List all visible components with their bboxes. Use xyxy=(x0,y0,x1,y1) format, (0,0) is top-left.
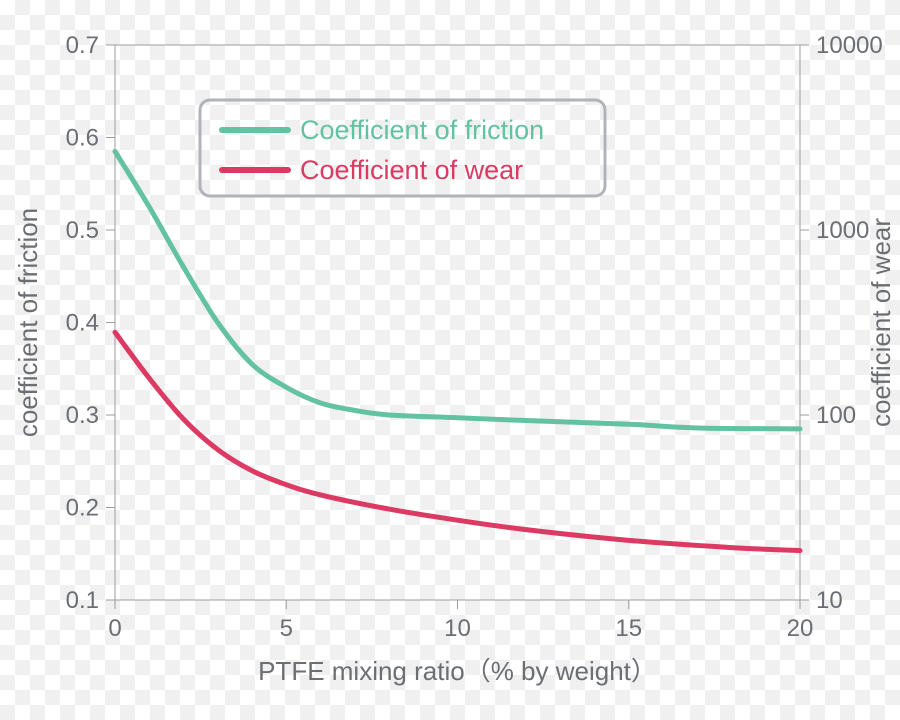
y-left-tick-label: 0.2 xyxy=(66,495,99,522)
chart-canvas: 0 5 10 15 20 PTFE mixing ratio（% by weight） 0.… xyxy=(0,0,900,720)
x-tick-label: 5 xyxy=(280,615,293,642)
x-tick-label: 15 xyxy=(615,615,642,642)
x-tick-label: 20 xyxy=(787,615,814,642)
y-left-tick-label: 0.5 xyxy=(66,217,99,244)
chart-svg: 0 5 10 15 20 PTFE mixing ratio（% by weight） 0.… xyxy=(0,0,900,720)
y-left-tick-label: 0.3 xyxy=(66,402,99,429)
x-tick-label: 0 xyxy=(108,615,121,642)
legend-label-wear: Coefficient of wear xyxy=(300,155,523,185)
y-left-tick-label: 0.4 xyxy=(66,310,99,337)
y-right-tick-label: 10000 xyxy=(816,32,883,59)
legend-label-friction: Coefficient of friction xyxy=(300,115,544,145)
y-right-tick-label: 100 xyxy=(816,402,856,429)
y-left-tick-label: 0.1 xyxy=(66,587,99,614)
y-left-tick-label: 0.7 xyxy=(66,32,99,59)
x-axis-label: PTFE mixing ratio（% by weight） xyxy=(258,656,657,686)
y-left-axis-label: coefficient of friction xyxy=(13,208,43,437)
series-line-wear xyxy=(115,332,800,550)
y-right-axis-label: coefficient of wear xyxy=(866,218,896,427)
series-line-friction xyxy=(115,151,800,429)
y-left-tick-label: 0.6 xyxy=(66,125,99,152)
y-right-tick-label: 10 xyxy=(816,587,843,614)
y-right-tick-label: 1000 xyxy=(816,217,869,244)
x-tick-label: 10 xyxy=(444,615,471,642)
